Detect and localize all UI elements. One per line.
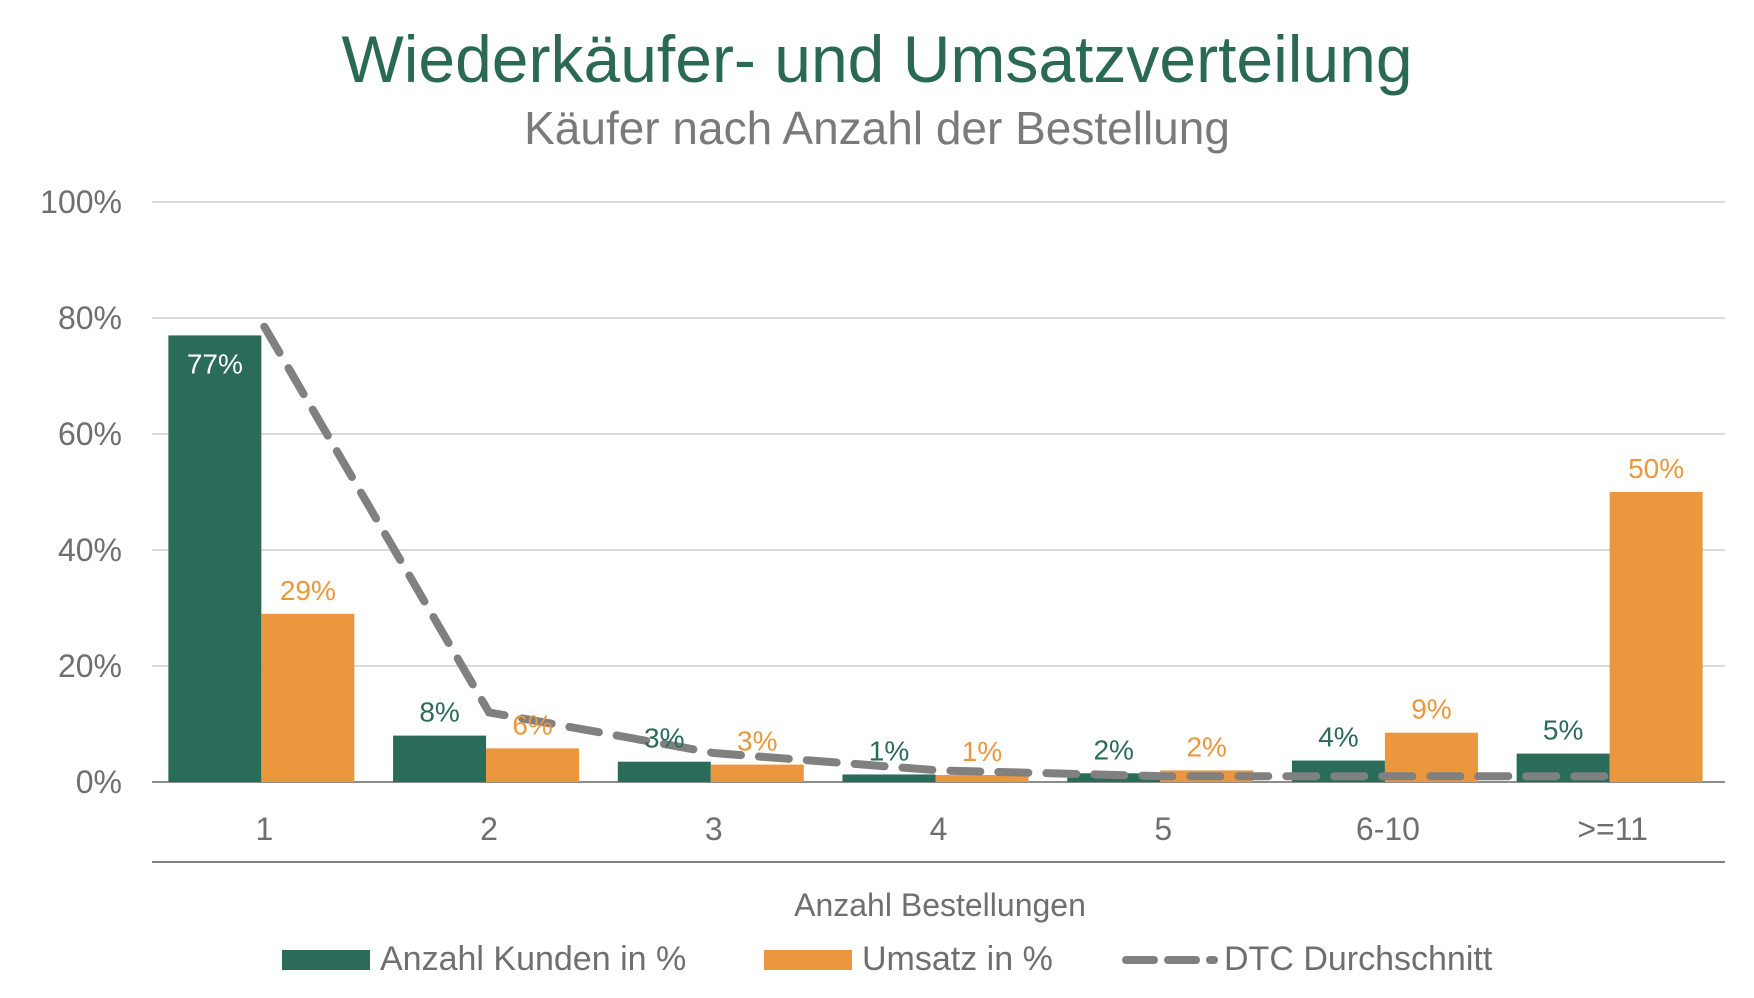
bar-revenue	[710, 764, 804, 782]
x-axis-label: Anzahl Bestellungen	[794, 887, 1086, 923]
y-tick-label: 20%	[58, 648, 122, 684]
category-label: 6-10	[1356, 811, 1420, 847]
data-label: 77%	[187, 348, 243, 379]
data-label: 6%	[512, 709, 552, 740]
category-label: >=11	[1577, 811, 1648, 847]
bar-revenue	[1609, 492, 1703, 782]
legend-label: Umsatz in %	[862, 940, 1053, 978]
data-label: 9%	[1411, 694, 1451, 725]
data-label: 29%	[280, 575, 336, 606]
data-labels: 77% 29% 8% 6% 3% 3% 1% 1% 2% 2% 4% 9% 5% 50%	[187, 348, 1684, 767]
category-label: 5	[1154, 811, 1172, 847]
dtc-average-line	[260, 322, 1617, 781]
data-label: 50%	[1628, 453, 1684, 484]
legend-label: DTC Durchschnitt	[1224, 940, 1493, 978]
chart-title: Wiederkäufer- und Umsatzverteilung	[341, 22, 1412, 96]
line-series-dtc	[260, 322, 1617, 781]
bar-revenue	[935, 775, 1029, 782]
legend-label: Anzahl Kunden in %	[380, 940, 686, 978]
chart-subtitle: Käufer nach Anzahl der Bestellung	[524, 102, 1230, 154]
y-tick-label: 60%	[58, 416, 122, 452]
bar-customers	[842, 774, 936, 782]
y-tick-label: 100%	[40, 184, 122, 220]
data-label: 2%	[1093, 734, 1133, 765]
data-label: 4%	[1318, 722, 1358, 753]
category-label: 1	[255, 811, 273, 847]
legend-swatch	[764, 950, 852, 970]
bar-customers	[393, 735, 487, 782]
y-tick-label: 80%	[58, 300, 122, 336]
data-label: 1%	[962, 736, 1002, 767]
bar-customers	[617, 761, 711, 782]
category-label: 3	[705, 811, 723, 847]
data-label: 3%	[737, 726, 777, 757]
y-axis-ticks: 0% 20% 40% 60% 80% 100%	[40, 184, 122, 800]
bar-revenue	[486, 748, 580, 782]
bar-revenue	[261, 613, 355, 782]
category-label: 2	[480, 811, 498, 847]
y-tick-label: 40%	[58, 532, 122, 568]
legend-swatch	[282, 950, 370, 970]
data-label: 8%	[419, 697, 459, 728]
bar-customers	[168, 335, 262, 782]
data-label: 3%	[644, 723, 684, 754]
data-label: 2%	[1186, 731, 1226, 762]
data-label: 5%	[1543, 715, 1583, 746]
legend: Anzahl Kunden in % Umsatz in % DTC Durchsc…	[282, 940, 1493, 978]
bars	[168, 335, 1703, 782]
category-label: 4	[930, 811, 948, 847]
data-label: 1%	[869, 735, 909, 766]
y-tick-label: 0%	[76, 764, 122, 800]
x-axis-categories: 1 2 3 4 5 6-10 >=11	[255, 811, 1647, 847]
gridlines	[152, 201, 1725, 783]
